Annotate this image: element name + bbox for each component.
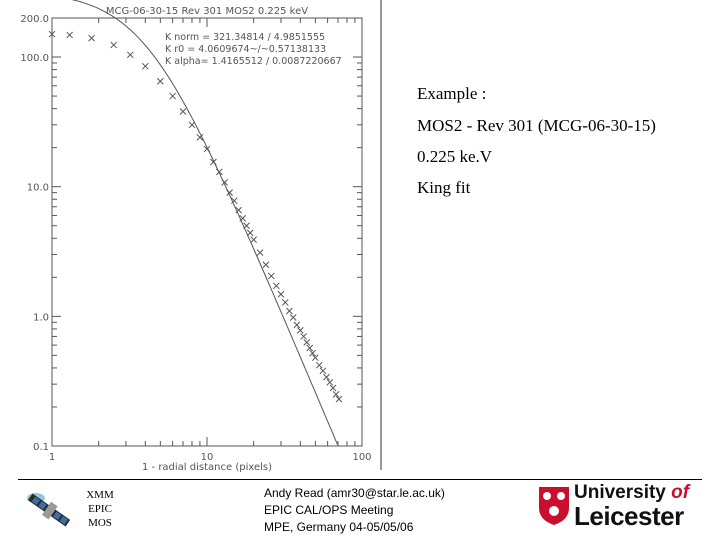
data-point <box>306 344 314 352</box>
credits: Andy Read (amr30@star.le.ac.uk) EPIC CAL… <box>264 485 445 536</box>
label-xmm: XMM <box>86 489 114 501</box>
data-point <box>309 349 316 357</box>
data-point <box>126 51 134 59</box>
data-point <box>296 326 304 334</box>
credit-location: MPE, Germany 04-05/05/06 <box>264 520 414 534</box>
university-logo: University of Leicester <box>538 482 708 531</box>
x-axis-label: 1 - radial distance (pixels) <box>142 462 272 473</box>
data-point <box>239 214 247 222</box>
data-point <box>293 321 301 329</box>
fit-param-k-alpha: K alpha= 1.4165512 / 0.0087220667 <box>165 56 342 67</box>
data-point <box>210 158 217 166</box>
data-point <box>203 145 211 153</box>
data-point <box>326 378 334 386</box>
instrument-labels: XMM EPIC MOS <box>84 488 116 530</box>
data-point <box>88 34 95 42</box>
data-point <box>169 92 176 100</box>
data-point <box>267 272 275 280</box>
data-point <box>179 108 187 115</box>
data-point <box>226 189 234 196</box>
x-tick-label: 10 <box>201 452 214 463</box>
data-point <box>323 373 330 381</box>
plot-frame <box>51 0 382 470</box>
data-point <box>277 290 285 298</box>
university-crest-icon <box>539 487 569 525</box>
data-point <box>289 314 297 321</box>
data-point <box>272 282 280 290</box>
data-point <box>250 236 258 244</box>
data-point <box>315 361 323 369</box>
y-tick-label: 1.0 <box>33 312 49 323</box>
axis-ticks <box>51 17 362 447</box>
data-point <box>281 299 289 306</box>
label-mos: MOS <box>88 517 112 529</box>
data-point <box>243 222 250 230</box>
university-wordmark-top: University of <box>574 482 690 503</box>
data-point <box>156 77 164 85</box>
plot-border <box>51 17 363 447</box>
footer-divider <box>18 479 702 480</box>
data-point <box>262 261 270 269</box>
data-point <box>300 333 307 340</box>
y-tick-label: 200.0 <box>20 14 49 25</box>
credit-meeting: EPIC CAL/OPS Meeting <box>264 503 394 517</box>
data-point <box>110 41 118 49</box>
data-point <box>286 307 293 315</box>
fit-param-k-norm: K norm = 321.34814 / 4.9851555 <box>165 32 325 43</box>
data-point <box>221 178 229 186</box>
data-point <box>235 206 242 214</box>
plot-labels: 0.1 1.0 10.0 100.0 200.0 1 10 100 1 - radial dis… <box>20 6 371 473</box>
note-energy: 0.225 ke.V <box>417 147 493 166</box>
data-point <box>303 339 311 346</box>
data-point <box>246 229 254 237</box>
note-example: Example : <box>417 84 487 103</box>
note-fit: King fit <box>417 178 471 197</box>
x-tick-label: 1 <box>49 452 55 463</box>
data-points <box>48 30 343 403</box>
data-point <box>141 62 149 70</box>
chart-title: MCG-06-30-15 Rev 301 MOS2 0.225 keV <box>106 6 308 17</box>
xmm-satellite-icon <box>27 493 71 527</box>
king-model-line <box>71 0 338 445</box>
y-tick-label: 100.0 <box>20 53 49 64</box>
university-wordmark-bottom: Leicester <box>574 501 684 531</box>
data-point <box>335 395 343 403</box>
credit-author: Andy Read (amr30@star.le.ac.uk) <box>264 486 445 500</box>
data-point <box>188 121 196 129</box>
model-curve <box>71 0 338 445</box>
note-observation: MOS2 - Rev 301 (MCG-06-30-15) <box>417 116 656 135</box>
data-point <box>329 384 337 392</box>
y-tick-label: 10.0 <box>27 183 49 194</box>
data-point <box>256 249 264 256</box>
data-point <box>332 391 340 398</box>
data-point <box>66 31 74 39</box>
fit-param-k-r0: K r0 = 4.0609674~/~0.57138133 <box>165 44 326 55</box>
label-epic: EPIC <box>88 503 112 515</box>
data-point <box>230 197 238 205</box>
data-point <box>215 168 223 176</box>
data-point <box>311 354 319 362</box>
y-tick-label: 0.1 <box>33 442 49 453</box>
data-point <box>319 367 327 375</box>
x-tick-label: 100 <box>352 452 371 463</box>
data-point <box>196 134 204 141</box>
data-point <box>48 30 56 38</box>
